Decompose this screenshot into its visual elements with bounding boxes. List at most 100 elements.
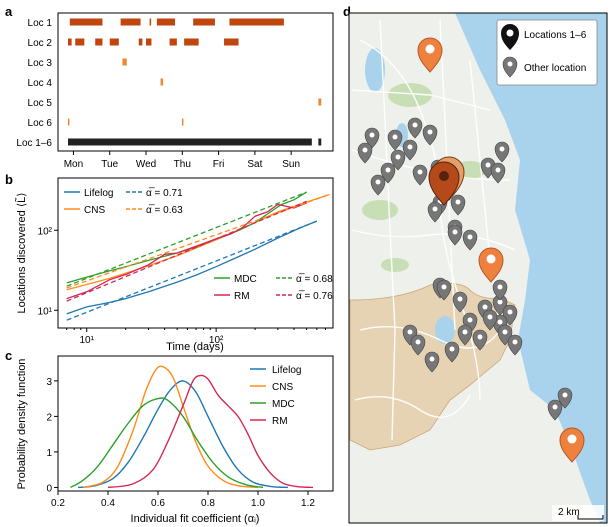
pdf-xtick-label: 0.6 — [151, 498, 165, 509]
timeline-visit-bar — [156, 18, 176, 26]
map-other-pin — [557, 387, 573, 409]
timeline-row-label: Loc 6 — [28, 118, 53, 129]
timeline-visit-bar — [95, 38, 103, 46]
timeline-visit-bar — [318, 98, 322, 106]
map-other-pin — [452, 291, 468, 313]
map-other-pin — [482, 309, 498, 331]
map-other-pin — [427, 201, 443, 223]
timeline-chart: Loc 1 Loc 2 Loc 3 Loc 4 Loc 5 Loc 6 Loc 1–6 Mo… — [16, 12, 334, 170]
pdf-ylabel: Probability density function — [16, 359, 28, 490]
timeline-visit-bar — [120, 18, 141, 26]
map-legend-box — [496, 19, 598, 86]
panel-label-a: a — [5, 4, 13, 19]
discovery-ytick-label: 10¹ — [38, 306, 53, 317]
timeline-visit-bar — [224, 38, 239, 46]
timeline-day-label: Sun — [282, 159, 300, 170]
pdf-legend-label: MDC — [272, 399, 295, 410]
map-location-pin — [559, 427, 585, 463]
pdf-frame — [57, 355, 334, 492]
map-location-pin — [428, 161, 460, 206]
timeline-visit-bar — [193, 18, 215, 26]
timeline-frame — [57, 12, 334, 152]
timeline-day-label: Sat — [247, 159, 262, 170]
pdf-legend-label: CNS — [272, 382, 293, 393]
timeline-visit-bar — [149, 18, 152, 26]
map-other-pin — [547, 399, 563, 421]
map-other-pin — [370, 174, 386, 196]
timeline-row-label: Loc 5 — [28, 98, 53, 109]
pdf-legend-label: Lifelog — [272, 365, 301, 376]
map-location-pin — [478, 247, 504, 283]
discovery-legend-label: α̅ = 0.71 — [146, 187, 183, 199]
timeline-row-label: Loc 1 — [28, 18, 53, 29]
map-park — [362, 200, 398, 220]
discovery-legend-label: MDC — [234, 274, 257, 285]
map-other-pin — [507, 334, 523, 356]
pdf-xtick-label: 1.0 — [251, 498, 265, 509]
map-lake — [435, 316, 455, 344]
map-other-pin — [447, 224, 463, 246]
pdf-series-line — [70, 397, 264, 489]
map-other-pin — [410, 334, 426, 356]
map-other-pin — [422, 124, 438, 146]
map-other-pin — [364, 127, 380, 149]
legend-pin-grey-icon — [502, 56, 518, 78]
timeline-visit-bar — [318, 138, 322, 146]
timeline-visit-bar — [184, 38, 199, 46]
pdf-xtick-label: 0.2 — [51, 498, 65, 509]
panel-label-b: b — [5, 172, 13, 187]
discovery-legend-label: α̅ = 0.63 — [146, 204, 183, 216]
map-other-pin — [472, 329, 488, 351]
pdf-series-line — [107, 374, 314, 489]
discovery-chart: 10¹ 10² 10¹ 10² Lifelog α̅ = 0.71 CNS α̅ = 0.6… — [15, 177, 334, 353]
discovery-ytick-label: 10² — [38, 226, 53, 237]
map-other-pin — [387, 129, 403, 151]
timeline-row-label: Loc 2 — [28, 38, 53, 49]
panel-label-d: d — [343, 4, 351, 19]
pdf-xtick-label: 0.4 — [101, 498, 115, 509]
discovery-xtick-label: 10² — [209, 335, 224, 346]
map-other-pin — [407, 117, 423, 139]
legend-locations-label: Locations 1–6 — [524, 30, 587, 41]
pdf-series-line — [77, 380, 289, 489]
timeline-day-label: Fri — [213, 159, 225, 170]
scale-label: 2 km — [558, 507, 580, 518]
pdf-xlabel: Individual fit coefficient (αᵢ) — [131, 513, 260, 525]
map-lake — [365, 48, 385, 92]
timeline-visit-bar — [122, 58, 127, 66]
legend-pin-dark-icon — [501, 24, 519, 50]
discovery-xlabel: Time (days) — [166, 341, 224, 353]
discovery-legend-label: α̅ = 0.68 — [296, 273, 333, 285]
discovery-series-line — [66, 193, 330, 289]
pdf-ytick-label: 3 — [46, 377, 52, 388]
map-other-pin — [450, 194, 466, 216]
map-legend: Locations 1–6 Other location — [496, 19, 598, 86]
discovery-series-line — [66, 202, 307, 300]
map-other-pin — [436, 279, 452, 301]
pdf-chart: 0.2 0.4 0.6 0.8 1.0 1.2 0 1 2 3 Lifelog CNS MDC RM I… — [16, 355, 334, 525]
timeline-visit-bar — [169, 38, 177, 46]
map-other-pin — [357, 142, 373, 164]
discovery-series-line — [66, 193, 330, 291]
timeline-visit-bar — [68, 38, 72, 46]
timeline-visit-bar — [160, 78, 164, 86]
discovery-legend-label: RM — [234, 291, 250, 302]
map-location-pin — [417, 37, 443, 73]
map-other-pin — [380, 162, 396, 184]
map-other-pin — [412, 164, 428, 186]
map-other-pin — [462, 229, 478, 251]
map-other-pin — [490, 162, 506, 184]
discovery-ylabel: Locations discovered ⟨L̃⟩ — [15, 192, 28, 313]
pdf-xtick-label: 0.8 — [201, 498, 215, 509]
map-other-pin — [457, 324, 473, 346]
timeline-day-label: Thu — [174, 159, 191, 170]
map-other-pin — [444, 341, 460, 363]
map-park — [381, 258, 409, 272]
map-other-pin — [494, 141, 510, 163]
timeline-visit-bar — [68, 138, 312, 146]
timeline-row-label: Loc 4 — [28, 78, 53, 89]
timeline-visit-bar — [146, 38, 152, 46]
map-other-pin — [402, 139, 418, 161]
map-other-pin — [390, 149, 406, 171]
